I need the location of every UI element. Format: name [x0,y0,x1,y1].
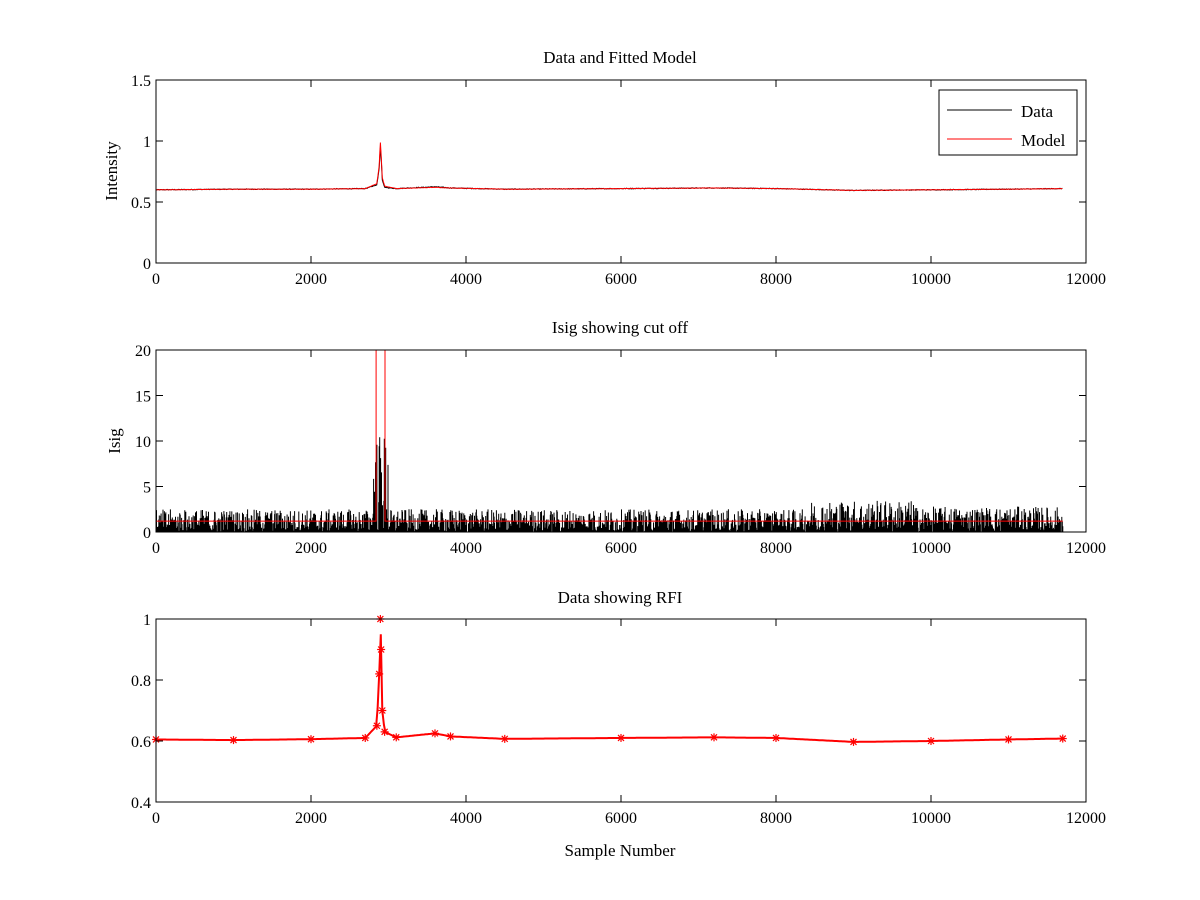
x-tick-label: 2000 [295,810,327,827]
x-tick-label: 10000 [911,271,951,288]
x-tick-label: 6000 [605,540,637,557]
chart-title: Isig showing cut off [552,318,688,337]
data-point-stroke [377,646,385,653]
axis-ticks: 0 2000 4000 6000 8000 10000 12000 0.4 0.6 0.8 1 [131,612,1106,827]
axis-ticks: 0 2000 4000 6000 8000 10000 12000 0 0.5 1 1.5 [131,73,1106,288]
data-point-stroke [1059,735,1067,742]
data-point [927,737,935,745]
data-point-stroke [361,734,369,742]
y-axis-label: Isig [105,428,124,454]
data-point [361,733,370,742]
data-point [446,732,455,741]
data-point-stroke [927,737,935,745]
x-tick-label: 12000 [1066,540,1106,557]
data-point-stroke [230,736,237,744]
y-tick-label: 15 [135,389,151,406]
y-tick-label: 0 [143,256,151,273]
data-point-stroke [501,735,509,743]
data-point-stroke [617,734,625,742]
data-point [378,706,387,715]
data-point [307,735,315,744]
chart-panel-data-and-model: Data and Fitted Model Intensity 0 2000 400… [102,48,1106,288]
y-tick-label: 10 [135,434,151,451]
y-tick-label: 1 [143,134,151,151]
x-tick-label: 0 [152,271,160,288]
chart-title: Data showing RFI [558,588,683,607]
data-point [431,729,439,738]
data-point [392,733,401,742]
y-axis-label: Intensity [102,141,121,201]
x-tick-label: 4000 [450,271,482,288]
y-tick-label: 1 [143,612,151,629]
data-point-stroke [431,729,439,737]
chart-panel-rfi: Data showing RFI Sample Number 0 2000 4000… [131,588,1106,860]
x-tick-label: 6000 [605,271,637,288]
x-tick-label: 12000 [1066,271,1106,288]
data-point-stroke [375,670,383,678]
data-point-stroke [373,722,381,730]
x-axis-label: Sample Number [565,841,676,860]
x-tick-label: 10000 [911,810,951,827]
x-tick-label: 0 [152,540,160,557]
y-tick-label: 0.6 [131,734,151,751]
legend-entry-data: Data [1021,102,1054,121]
data-point [1004,735,1013,744]
data-point-stroke [710,733,718,741]
y-tick-label: 0 [143,525,151,542]
data-point [849,737,858,746]
y-tick-label: 0.8 [131,673,151,690]
x-tick-label: 2000 [295,540,327,557]
data-point [375,669,384,678]
chart-title: Data and Fitted Model [543,48,697,67]
data-point [229,736,238,745]
y-tick-label: 5 [143,480,151,497]
x-tick-label: 8000 [760,810,792,827]
data-point [1058,734,1067,743]
y-tick-label: 1.5 [131,73,151,90]
data-point [617,733,625,742]
data-point [380,727,389,736]
legend-box [938,89,1078,156]
data-point-stroke [381,728,389,736]
legend: Data Model [938,89,1078,156]
chart-panel-isig: Isig showing cut off Isig 0 2000 4000 6000 8… [105,318,1106,557]
y-tick-label: 0.4 [131,795,151,812]
x-tick-label: 4000 [450,810,482,827]
data-point-stroke [850,738,857,746]
data-point-stroke [1005,736,1012,743]
data-point [772,733,780,742]
y-tick-label: 20 [135,343,151,360]
data-point-stroke [392,733,400,741]
x-tick-label: 10000 [911,540,951,557]
x-tick-label: 8000 [760,271,792,288]
plot-area [155,142,1063,192]
axis-ticks: 0 2000 4000 6000 8000 10000 12000 0 5 10 15 20 [135,343,1106,557]
series-line-model [155,142,1063,192]
x-tick-label: 2000 [295,271,327,288]
data-point-stroke [378,707,386,714]
data-point [500,734,509,743]
data-point [372,721,381,730]
data-point [710,733,718,742]
data-point [377,645,386,654]
y-tick-label: 0.5 [131,195,151,212]
plot-area [152,615,1067,746]
data-point-stroke [772,734,780,742]
x-tick-label: 0 [152,810,160,827]
x-tick-label: 12000 [1066,810,1106,827]
data-point-stroke [307,735,315,743]
x-tick-label: 6000 [605,810,637,827]
x-tick-label: 8000 [760,540,792,557]
legend-entry-model: Model [1021,131,1066,150]
x-tick-label: 4000 [450,540,482,557]
data-point-stroke [447,733,454,740]
